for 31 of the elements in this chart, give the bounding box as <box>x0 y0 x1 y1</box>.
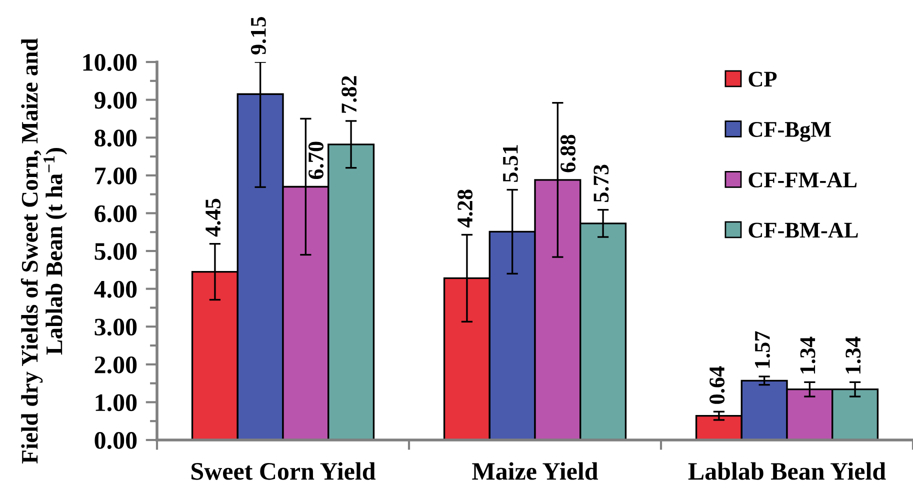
y-tick-label: 8.00 <box>94 130 137 147</box>
y-tick-label: 9.00 <box>94 92 137 109</box>
y-tick-label: 7.00 <box>95 167 137 184</box>
data-label: 6.70 <box>308 142 324 180</box>
y-axis-title: Field dry Yields of Sweet Corn, Maize and Lablab Bean (t ha$^{−1}$) <box>20 38 68 464</box>
y-tick-label: 4.00 <box>94 280 137 298</box>
data-label: 1.57 <box>754 331 770 368</box>
data-label: 4.28 <box>458 190 473 228</box>
data-label: 0.64 <box>710 366 725 404</box>
legend-label: CF-FM-AL <box>748 172 857 188</box>
y-tick-label: 0.00 <box>94 432 137 450</box>
y-tick-label: 10.00 <box>83 54 137 72</box>
data-label: 5.73 <box>594 164 609 202</box>
data-label: 5.51 <box>502 145 518 182</box>
x-tick-label: Lablab Bean Yield <box>688 462 886 480</box>
legend-label: CP <box>748 72 777 87</box>
data-label: 1.34 <box>800 336 816 374</box>
y-tick-label: 1.00 <box>96 394 137 412</box>
legend-label: CF-BgM <box>748 122 831 142</box>
x-tick-label: Maize Yield <box>472 462 598 480</box>
data-label: 7.82 <box>342 76 357 113</box>
y-tick-label: 5.00 <box>94 243 137 260</box>
y-tick-label: 3.00 <box>94 318 137 336</box>
data-label: 4.45 <box>206 198 221 237</box>
data-label: 6.88 <box>560 134 576 172</box>
data-label: 1.34 <box>846 336 861 374</box>
x-tick-label: Sweet Corn Yield <box>192 462 376 480</box>
legend-label: CF-BM-AL <box>748 222 858 238</box>
data-label: 9.15 <box>250 16 266 54</box>
y-tick-label: 6.00 <box>94 205 137 222</box>
y-tick-label: 2.00 <box>94 356 137 374</box>
